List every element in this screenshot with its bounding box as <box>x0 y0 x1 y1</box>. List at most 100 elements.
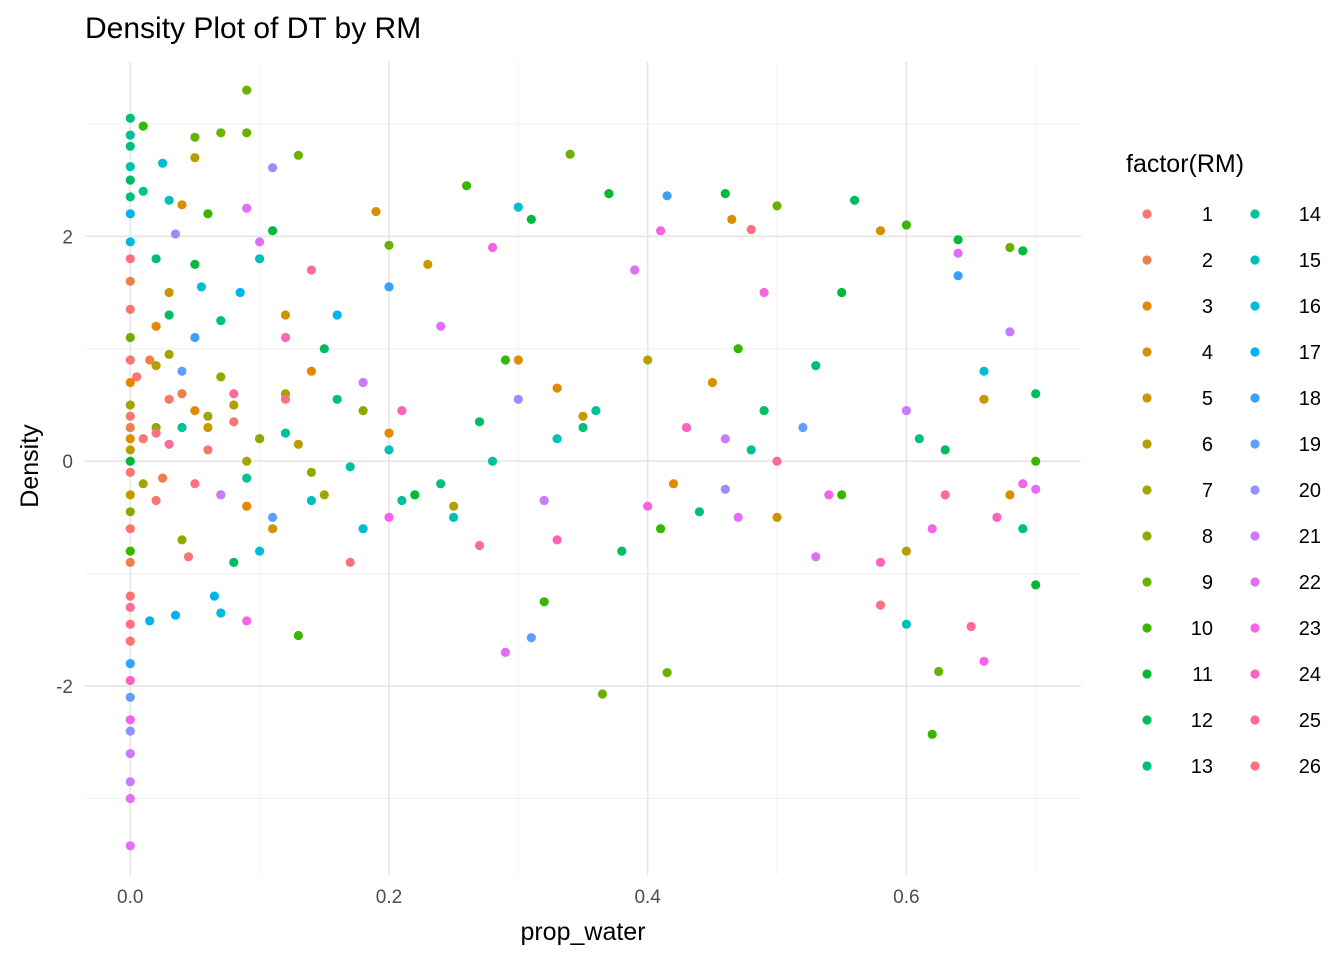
data-point <box>242 616 252 626</box>
data-point <box>552 535 562 545</box>
data-point <box>235 287 245 298</box>
data-point <box>953 248 963 258</box>
data-point <box>1018 524 1028 534</box>
data-point <box>953 235 963 245</box>
data-point <box>125 113 135 123</box>
data-point <box>125 524 135 534</box>
y-axis-label: Density <box>16 424 44 508</box>
data-point <box>759 287 769 298</box>
legend-item: 17 <box>1250 342 1321 364</box>
x-axis-label: prop_water <box>520 918 645 946</box>
data-point <box>268 163 278 173</box>
data-point <box>837 490 847 500</box>
data-point <box>332 394 342 404</box>
data-point <box>196 282 206 292</box>
data-point <box>177 535 187 545</box>
data-point <box>125 411 135 421</box>
data-point <box>1031 484 1041 494</box>
legend-item: 5 <box>1142 388 1213 410</box>
data-point <box>190 153 200 163</box>
data-point <box>759 406 769 416</box>
data-point <box>125 162 135 172</box>
legend-key <box>1250 669 1260 679</box>
data-point <box>125 841 135 851</box>
data-point <box>513 355 523 365</box>
data-point <box>358 524 368 534</box>
data-point <box>183 552 194 562</box>
data-point <box>979 656 989 666</box>
data-point <box>177 366 187 376</box>
data-point <box>798 422 808 433</box>
legend-key <box>1142 485 1152 495</box>
x-tick-label: 0.2 <box>376 887 402 908</box>
legend-label: 14 <box>1299 204 1321 226</box>
data-point <box>526 214 536 224</box>
legend-label: 23 <box>1299 618 1321 640</box>
data-point <box>539 495 549 506</box>
data-point <box>242 501 252 511</box>
data-point <box>216 372 226 382</box>
data-point <box>125 276 135 286</box>
legend-key <box>1142 623 1152 633</box>
data-point <box>423 259 433 269</box>
legend-key <box>1142 439 1152 449</box>
data-point <box>125 636 135 646</box>
data-point <box>733 344 743 354</box>
data-point <box>927 729 937 740</box>
legend-item: 6 <box>1142 434 1213 456</box>
data-point <box>539 597 549 607</box>
data-point <box>474 540 485 551</box>
data-point <box>681 422 692 433</box>
data-point <box>151 361 161 371</box>
legend-key <box>1250 623 1260 633</box>
legend-label: 25 <box>1299 710 1321 732</box>
data-point <box>643 501 653 511</box>
legend-key <box>1142 393 1152 403</box>
legend-label: 17 <box>1299 342 1321 364</box>
legend-label: 15 <box>1299 250 1321 272</box>
data-point <box>190 132 200 142</box>
data-point <box>125 141 135 151</box>
data-point <box>332 310 342 320</box>
data-point <box>255 254 265 264</box>
data-point <box>190 332 200 343</box>
data-point <box>500 647 510 658</box>
data-point <box>132 372 142 382</box>
data-point <box>668 479 679 489</box>
legend-item: 18 <box>1250 388 1321 410</box>
y-axis-tick-labels: -2 0 2 <box>56 227 73 698</box>
legend-key <box>1250 439 1260 449</box>
data-point <box>125 175 135 185</box>
data-point <box>125 192 135 202</box>
legend-key <box>1142 255 1152 265</box>
data-point <box>319 490 329 500</box>
legend-label: 19 <box>1299 434 1321 456</box>
major-gridlines <box>85 62 1081 875</box>
legend-item: 9 <box>1142 572 1213 594</box>
legend-key <box>1250 577 1260 587</box>
data-point <box>1031 389 1041 399</box>
data-point <box>242 85 252 95</box>
legend-label: 18 <box>1299 388 1321 410</box>
legend-item: 10 <box>1142 618 1213 640</box>
data-point <box>125 507 135 517</box>
legend-item: 16 <box>1250 296 1321 318</box>
data-point <box>597 689 608 699</box>
chart-title: Density Plot of DT by RM <box>85 12 422 45</box>
data-point <box>811 361 821 371</box>
data-point <box>125 304 135 314</box>
legend-item: 8 <box>1142 526 1213 548</box>
data-point <box>513 394 523 404</box>
data-point <box>229 389 239 399</box>
legend-item: 23 <box>1250 618 1321 640</box>
data-point <box>138 121 148 131</box>
legend-item: 21 <box>1250 526 1321 548</box>
x-tick-label: 0.4 <box>634 887 661 908</box>
data-point <box>578 411 588 421</box>
data-point <box>1005 490 1015 500</box>
data-point <box>216 316 226 326</box>
data-point <box>979 366 989 376</box>
data-point <box>125 793 135 804</box>
data-point <box>125 749 135 759</box>
data-point <box>209 591 219 601</box>
